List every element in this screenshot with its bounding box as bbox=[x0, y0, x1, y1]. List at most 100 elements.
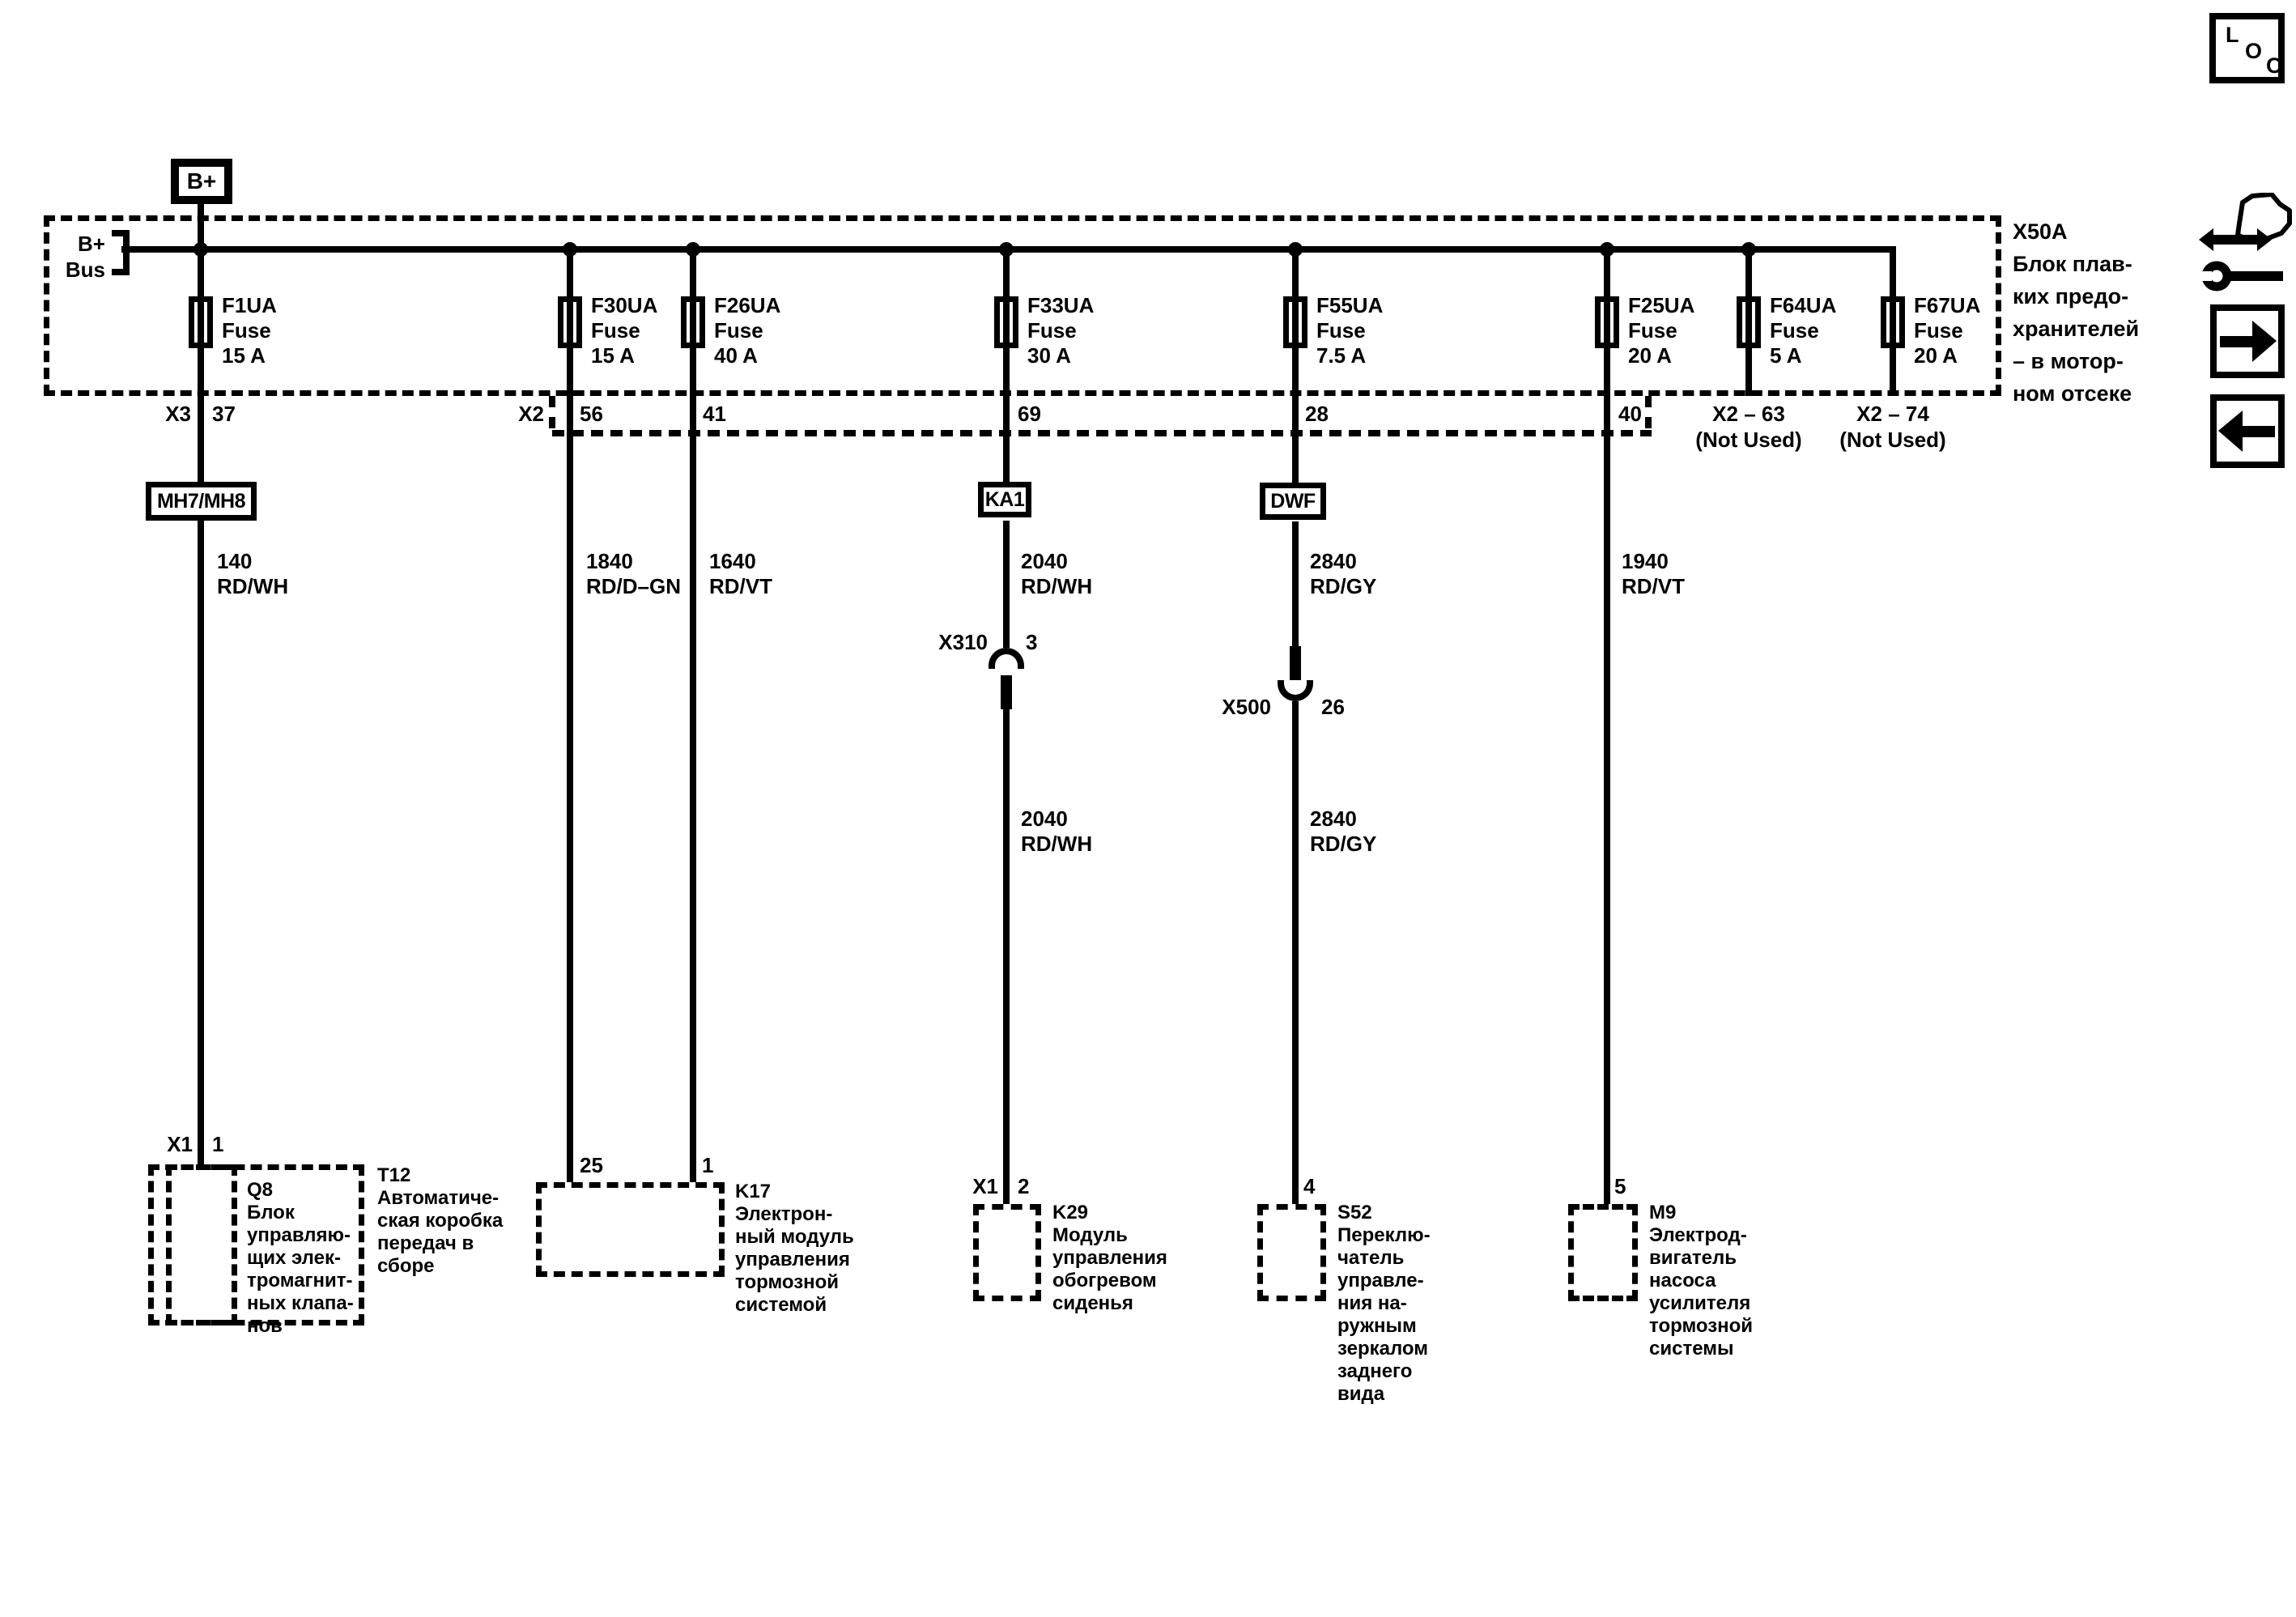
wire-label-2040-upper: 2040 RD/WH bbox=[1021, 549, 1093, 598]
component-box-q8 bbox=[166, 1164, 237, 1326]
circuit-wire-f1ua-upper bbox=[198, 248, 204, 482]
reference-box-ka1-label: KA1 bbox=[984, 487, 1025, 511]
fuse-symbol-f25ua bbox=[1595, 296, 1619, 348]
splice-x310-label: X310 bbox=[938, 630, 988, 654]
fuse-symbol-f67ua bbox=[1881, 296, 1905, 348]
bplus-source-label: B+ bbox=[186, 168, 217, 194]
connector-x2-pin56: 56 bbox=[580, 402, 603, 426]
wire-label-140: 140 RD/WH bbox=[217, 549, 289, 598]
m9-pin-number: 5 bbox=[1614, 1174, 1626, 1198]
connector-x2-left-tick bbox=[549, 396, 555, 433]
connector-x2-63-note: (Not Used) bbox=[1695, 428, 1802, 452]
vehicle-wrench-locator-icon bbox=[2199, 193, 2292, 291]
next-page-button[interactable] bbox=[2210, 304, 2285, 378]
circuit-wire-f55ua-lower bbox=[1292, 701, 1299, 1204]
circuit-wire-f25ua bbox=[1604, 248, 1610, 1204]
component-box-s52 bbox=[1257, 1204, 1326, 1301]
splice-x500-label: X500 bbox=[1222, 695, 1271, 719]
splice-x310-socket-icon bbox=[989, 648, 1024, 669]
fuse-symbol-f30ua bbox=[558, 296, 582, 348]
wire-label-1640: 1640 RD/VT bbox=[709, 549, 772, 598]
splice-x310-terminal-icon bbox=[1001, 675, 1012, 709]
component-box-t12 bbox=[148, 1164, 364, 1326]
k29-pin-number: 2 bbox=[1018, 1174, 1030, 1198]
circuit-wire-f33ua-lower bbox=[1003, 709, 1010, 1204]
reference-box-ka1: KA1 bbox=[978, 482, 1031, 517]
loc-letter-c: C bbox=[2266, 53, 2282, 78]
car-outline-icon bbox=[2235, 193, 2292, 242]
wire-label-2840-upper: 2840 RD/GY bbox=[1310, 549, 1377, 598]
connector-x3-pin37: 37 bbox=[212, 402, 236, 426]
double-arrow-shaft bbox=[2212, 235, 2259, 245]
wire-label-2040-lower: 2040 RD/WH bbox=[1021, 806, 1093, 856]
fuse-label-f30ua: F30UA Fuse 15 A bbox=[591, 293, 658, 368]
k17-pin-25: 25 bbox=[580, 1153, 603, 1177]
bus-label-bplus: B+ bbox=[78, 232, 105, 256]
reference-box-mh7-mh8: MH7/MH8 bbox=[146, 482, 257, 521]
splice-x310-pin: 3 bbox=[1026, 630, 1038, 654]
connector-x2-pin28: 28 bbox=[1305, 402, 1329, 426]
previous-page-button[interactable] bbox=[2210, 394, 2285, 468]
connector-x2-63-label: X2 – 63 bbox=[1712, 402, 1785, 426]
q8-pin-connector: X1 bbox=[167, 1132, 193, 1156]
loc-indicator-box: L O C bbox=[2209, 13, 2285, 83]
connector-x2-74-label: X2 – 74 bbox=[1856, 402, 1929, 426]
wrench-notch bbox=[2199, 271, 2212, 281]
circuit-wire-f67ua bbox=[1890, 248, 1896, 396]
component-label-k29: K29 Модуль управления обогревом сиденья bbox=[1052, 1202, 1167, 1314]
connector-x2-label: X2 bbox=[518, 402, 544, 426]
fuse-label-f26ua: F26UA Fuse 40 A bbox=[714, 293, 781, 368]
connector-x2-right-tick bbox=[1645, 396, 1652, 433]
fuse-block-outline bbox=[44, 215, 2001, 396]
circuit-wire-f33ua-upper bbox=[1003, 248, 1010, 482]
component-label-m9: M9 Электрод-вигатель насоса усилителя тормо… bbox=[1649, 1202, 1754, 1360]
splice-x500-socket-icon bbox=[1278, 680, 1313, 701]
bplus-source-box: B+ bbox=[171, 159, 232, 204]
wrench-handle-icon bbox=[2223, 271, 2283, 281]
circuit-wire-f26ua bbox=[690, 248, 696, 1182]
reference-box-dwf-label: DWF bbox=[1270, 489, 1316, 513]
circuit-wire-f55ua-mid bbox=[1292, 521, 1299, 646]
splice-x500-terminal-icon bbox=[1290, 646, 1301, 680]
fuse-label-f64ua: F64UA Fuse 5 A bbox=[1770, 293, 1837, 368]
connector-x2-74-note: (Not Used) bbox=[1839, 428, 1946, 452]
double-arrow-right-head bbox=[2257, 228, 2272, 251]
circuit-wire-f1ua-lower bbox=[198, 521, 204, 1164]
connector-x2-boundary-line bbox=[552, 430, 1652, 436]
splice-x500-pin: 26 bbox=[1321, 695, 1345, 719]
k17-pin-1: 1 bbox=[702, 1153, 714, 1177]
fuse-label-f67ua: F67UA Fuse 20 A bbox=[1914, 293, 1981, 368]
connector-x3-label: X3 bbox=[165, 402, 191, 426]
wire-label-2840-lower: 2840 RD/GY bbox=[1310, 806, 1377, 856]
bus-label-bus: Bus bbox=[65, 257, 105, 282]
double-arrow-left-head bbox=[2199, 228, 2213, 251]
fuse-label-f33ua: F33UA Fuse 30 A bbox=[1027, 293, 1095, 368]
fuse-symbol-f64ua bbox=[1737, 296, 1761, 348]
fuse-label-f55ua: F55UA Fuse 7.5 A bbox=[1316, 293, 1384, 368]
reference-box-mh7-mh8-label: MH7/MH8 bbox=[156, 489, 246, 513]
loc-letter-o: O bbox=[2245, 39, 2263, 63]
loc-letter-l: L bbox=[2226, 23, 2239, 47]
bplus-feed-wire bbox=[198, 202, 204, 253]
circuit-wire-f55ua-upper bbox=[1292, 248, 1299, 483]
k29-pin-connector: X1 bbox=[972, 1174, 998, 1198]
circuit-wire-f64ua bbox=[1745, 248, 1752, 396]
left-arrow-icon bbox=[2218, 411, 2275, 452]
fuse-symbol-f55ua bbox=[1283, 296, 1307, 348]
fuse-label-f1ua: F1UA Fuse 15 A bbox=[222, 293, 277, 368]
component-label-k17: K17 Электрон-ный модуль управления тормозн… bbox=[735, 1181, 854, 1316]
connector-x2-pin40: 40 bbox=[1618, 402, 1642, 426]
right-arrow-icon bbox=[2220, 321, 2277, 362]
fuse-block-id: X50A bbox=[2013, 219, 2068, 244]
fuse-symbol-f33ua bbox=[994, 296, 1018, 348]
fuse-block-label: X50A Блок плав-ких предо-хранителей – в м… bbox=[2013, 215, 2139, 410]
component-label-s52: S52 Переклю-чатель управле-ния на-ружным з… bbox=[1337, 1202, 1431, 1405]
connector-x2-pin41: 41 bbox=[703, 402, 726, 426]
bus-bracket bbox=[112, 230, 130, 275]
component-box-k29 bbox=[973, 1204, 1041, 1301]
fuse-symbol-f1ua bbox=[189, 296, 213, 348]
component-label-t12: T12 Автоматиче-ская коробка передач в сбор… bbox=[377, 1164, 504, 1277]
component-label-q8: Q8 Блок управляю-щих элек-тромагнит-ных к… bbox=[247, 1179, 354, 1337]
q8-pin-number: 1 bbox=[212, 1132, 224, 1156]
